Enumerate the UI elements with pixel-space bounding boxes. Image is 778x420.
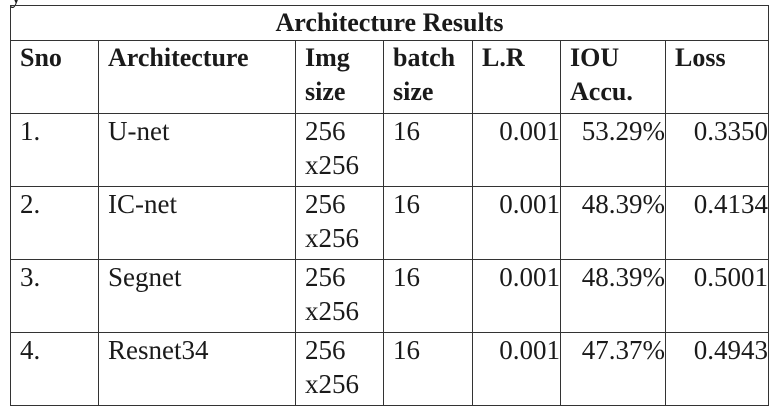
cell-lr: 0.001 bbox=[472, 186, 561, 260]
header-iou-accuracy: IOU Accu. bbox=[560, 40, 666, 114]
header-batch-size: batch size bbox=[383, 40, 473, 114]
header-sno: Sno bbox=[10, 40, 99, 114]
header-lr-label: L.R bbox=[482, 43, 525, 72]
header-img-size-line1: Img bbox=[305, 43, 350, 72]
cell-img-size: 256 x256 bbox=[295, 332, 384, 406]
cell-img-size-line1: 256 bbox=[305, 262, 346, 292]
cell-batch-size: 16 bbox=[383, 332, 473, 406]
header-iou-line1: IOU bbox=[570, 43, 620, 72]
header-loss-label: Loss bbox=[675, 43, 726, 72]
header-row: Sno Architecture Img size batch size L.R bbox=[10, 40, 770, 114]
cell-lr: 0.001 bbox=[472, 332, 561, 406]
header-batch-size-line2: size bbox=[393, 77, 434, 106]
header-lr: L.R bbox=[472, 40, 561, 114]
header-architecture-label: Architecture bbox=[108, 43, 249, 72]
header-batch-size-line1: batch bbox=[393, 43, 456, 72]
table-row: 4. Resnet34 256 x256 16 0.001 47.37% 0.4… bbox=[10, 332, 770, 406]
cell-sno: 1. bbox=[10, 113, 99, 187]
cell-batch-size: 16 bbox=[383, 113, 473, 187]
header-architecture: Architecture bbox=[98, 40, 296, 114]
cell-img-size-line2: x256 bbox=[305, 296, 359, 326]
cell-img-size: 256 x256 bbox=[295, 113, 384, 187]
cell-architecture: Resnet34 bbox=[98, 332, 296, 406]
cell-img-size-line1: 256 bbox=[305, 116, 346, 146]
cell-sno: 3. bbox=[10, 259, 99, 333]
table-row: 3. Segnet 256 x256 16 0.001 48.39% 0.500… bbox=[10, 259, 770, 333]
table-row: 1. U-net 256 x256 16 0.001 53.29% 0.3350 bbox=[10, 113, 770, 187]
table-title: Architecture Results bbox=[9, 5, 770, 41]
cell-loss: 0.5001 bbox=[664, 259, 770, 333]
cell-iou: 48.39% bbox=[560, 259, 666, 333]
cell-architecture: IC-net bbox=[98, 186, 296, 260]
cell-iou: 48.39% bbox=[560, 186, 666, 260]
cell-batch-size: 16 bbox=[383, 259, 473, 333]
cell-img-size-line1: 256 bbox=[305, 335, 346, 365]
cell-loss: 0.3350 bbox=[664, 113, 770, 187]
cell-img-size: 256 x256 bbox=[295, 259, 384, 333]
cell-lr: 0.001 bbox=[472, 259, 561, 333]
header-img-size-line2: size bbox=[305, 77, 346, 106]
cell-lr: 0.001 bbox=[472, 113, 561, 187]
clipped-previous-text: y bbox=[10, 0, 22, 8]
cell-sno: 2. bbox=[10, 186, 99, 260]
cell-iou: 47.37% bbox=[560, 332, 666, 406]
cell-batch-size: 16 bbox=[383, 186, 473, 260]
architecture-results-table: Architecture Results Sno Architecture Im… bbox=[9, 5, 770, 406]
header-sno-label: Sno bbox=[20, 43, 62, 72]
cell-architecture: U-net bbox=[98, 113, 296, 187]
cell-iou: 53.29% bbox=[560, 113, 666, 187]
cell-architecture: Segnet bbox=[98, 259, 296, 333]
cell-sno: 4. bbox=[10, 332, 99, 406]
cell-img-size-line2: x256 bbox=[305, 150, 359, 180]
cell-loss: 0.4943 bbox=[664, 332, 770, 406]
cell-img-size-line2: x256 bbox=[305, 223, 359, 253]
cell-loss: 0.4134 bbox=[664, 186, 770, 260]
cell-img-size-line2: x256 bbox=[305, 369, 359, 399]
cell-img-size-line1: 256 bbox=[305, 189, 346, 219]
cell-img-size: 256 x256 bbox=[295, 186, 384, 260]
header-iou-line2: Accu. bbox=[570, 77, 633, 106]
header-img-size: Img size bbox=[295, 40, 384, 114]
header-loss: Loss bbox=[664, 40, 770, 114]
table-row: 2. IC-net 256 x256 16 0.001 48.39% 0.413… bbox=[10, 186, 770, 260]
